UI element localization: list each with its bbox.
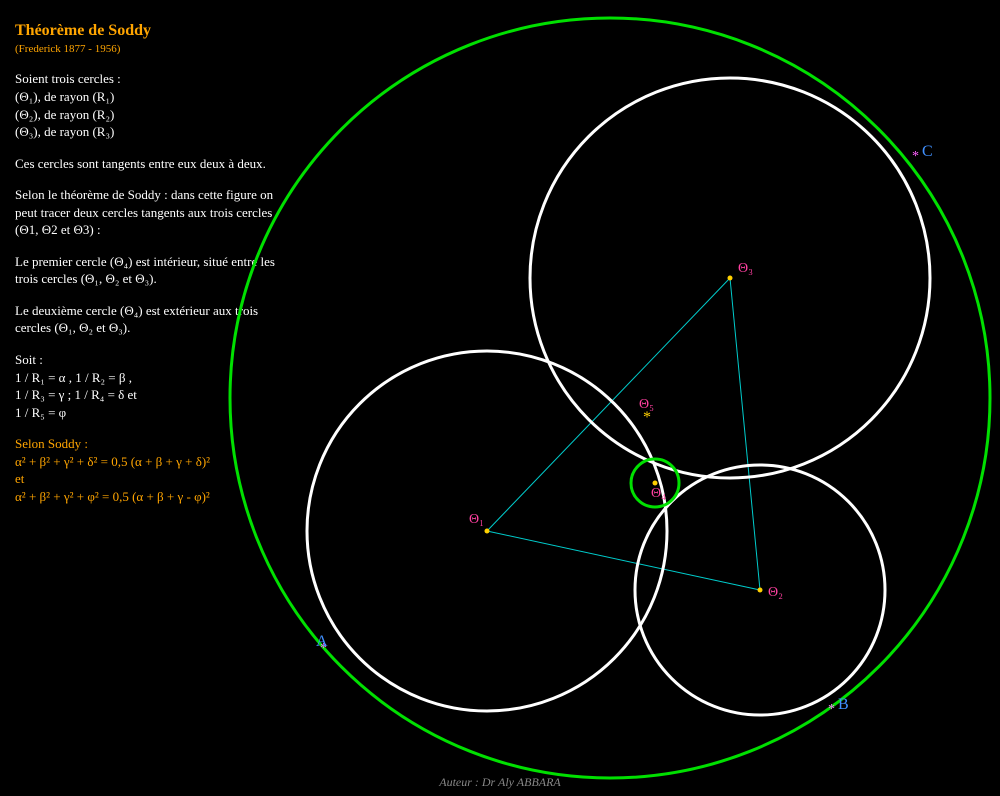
label-theta4: Θ₄ [651, 486, 666, 501]
point-mark-B: * [828, 702, 835, 717]
edge-1-2 [487, 531, 760, 590]
author-credit: Auteur : Dr Aly ABBARA [439, 775, 561, 790]
center-dot-3 [728, 276, 733, 281]
point-label-B: B [838, 696, 849, 713]
label-theta1: Θ₁ [469, 512, 484, 527]
theta5-mark: * [643, 409, 651, 426]
edge-2-3 [730, 278, 760, 590]
label-theta2: Θ₂ [768, 585, 783, 600]
point-mark-C: * [912, 149, 919, 164]
label-theta3: Θ₃ [738, 261, 753, 276]
soddy-diagram: Θ₁Θ₂Θ₃Θ₄Θ₅**A*B*C [0, 0, 1000, 796]
center-dot-1 [485, 529, 490, 534]
center-dot-4 [653, 481, 658, 486]
edge-3-1 [487, 278, 730, 531]
point-label-A: A [316, 633, 328, 650]
point-label-C: C [922, 143, 933, 160]
center-dot-2 [758, 588, 763, 593]
